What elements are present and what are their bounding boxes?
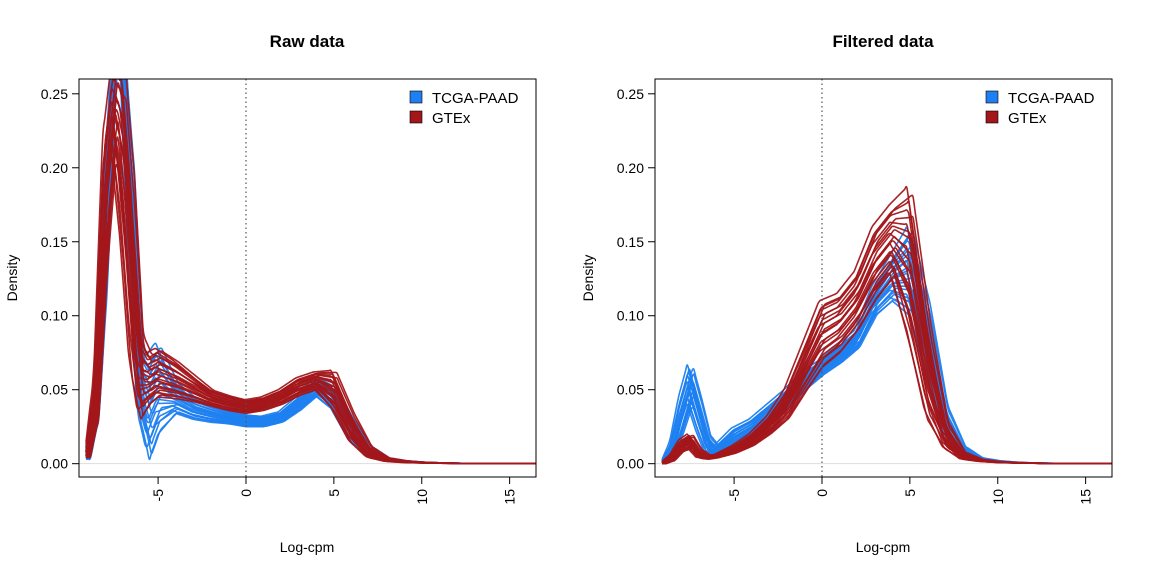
raw-data-panel: Raw data Density Log-cpm 0.00 0.05 0.10 0.1… — [4, 32, 537, 555]
density-curve — [86, 136, 536, 465]
x-tick-label: 10 — [990, 489, 1006, 505]
density-curve — [86, 79, 536, 465]
x-tick-label: 15 — [502, 489, 518, 505]
y-axis-label: Density — [580, 255, 596, 302]
y-tick-label: 0.05 — [41, 382, 68, 398]
density-curve — [85, 79, 536, 465]
x-axis-label: Log-cpm — [856, 539, 910, 555]
density-curve — [85, 167, 536, 465]
legend-swatch-tcga-paad — [985, 90, 999, 104]
density-curve — [661, 200, 1112, 465]
plot-area — [655, 79, 1112, 477]
y-tick-label: 0.15 — [617, 234, 644, 250]
y-tick-label: 0.20 — [41, 160, 68, 176]
chart-title: Raw data — [270, 32, 345, 51]
x-tick-label: 5 — [902, 489, 918, 497]
density-curve — [662, 215, 1112, 465]
density-curve — [661, 226, 1112, 465]
legend: TCGA-PAAD GTEx — [409, 90, 519, 127]
y-tick-label: 0.25 — [41, 86, 68, 102]
series-gtex — [85, 79, 536, 465]
plot-area — [79, 79, 536, 477]
x-tick-label: 15 — [1078, 489, 1094, 505]
legend-swatch-gtex — [409, 110, 423, 124]
x-tick-label: -5 — [726, 489, 742, 502]
y-tick-label: 0.20 — [617, 160, 644, 176]
axes: 0.00 0.05 0.10 0.15 0.20 0.25 -5 0 5 10 15 — [41, 86, 518, 505]
legend-swatch-tcga-paad — [409, 90, 423, 104]
series-gtex — [661, 185, 1112, 465]
legend-label-tcga-paad: TCGA-PAAD — [432, 90, 519, 107]
x-axis-label: Log-cpm — [280, 539, 334, 555]
legend-label-gtex: GTEx — [1008, 110, 1047, 127]
x-tick-label: 0 — [814, 489, 830, 497]
y-tick-label: 0.10 — [617, 308, 644, 324]
x-tick-label: 10 — [414, 489, 430, 505]
axes: 0.00 0.05 0.10 0.15 0.20 0.25 -5 0 5 10 15 — [617, 86, 1094, 505]
filtered-data-panel: Filtered data Density Log-cpm 0.000.050.… — [580, 32, 1113, 555]
y-tick-label: 0.00 — [41, 456, 68, 472]
y-tick-label: 0.05 — [617, 382, 644, 398]
y-tick-label: 0.15 — [41, 234, 68, 250]
density-curve — [85, 137, 536, 465]
legend: TCGA-PAAD GTEx — [985, 90, 1095, 127]
x-tick-label: -5 — [150, 489, 166, 502]
x-tick-label: 5 — [326, 489, 342, 497]
legend-label-tcga-paad: TCGA-PAAD — [1008, 90, 1095, 107]
y-tick-label: 0.00 — [617, 456, 644, 472]
x-tick-label: 0 — [238, 489, 254, 497]
y-tick-label: 0.10 — [41, 308, 68, 324]
density-curve — [662, 247, 1112, 465]
legend-swatch-gtex — [985, 110, 999, 124]
y-axis-label: Density — [4, 255, 20, 302]
legend-label-gtex: GTEx — [432, 110, 471, 127]
plot-frame — [654, 78, 1113, 478]
chart-title: Filtered data — [832, 32, 934, 51]
density-curve — [85, 101, 536, 465]
series-tcga-paad — [661, 226, 1112, 465]
density-curve — [85, 99, 536, 465]
density-curve — [661, 185, 1112, 465]
plot-frame — [78, 78, 537, 478]
y-tick-label: 0.25 — [617, 86, 644, 102]
